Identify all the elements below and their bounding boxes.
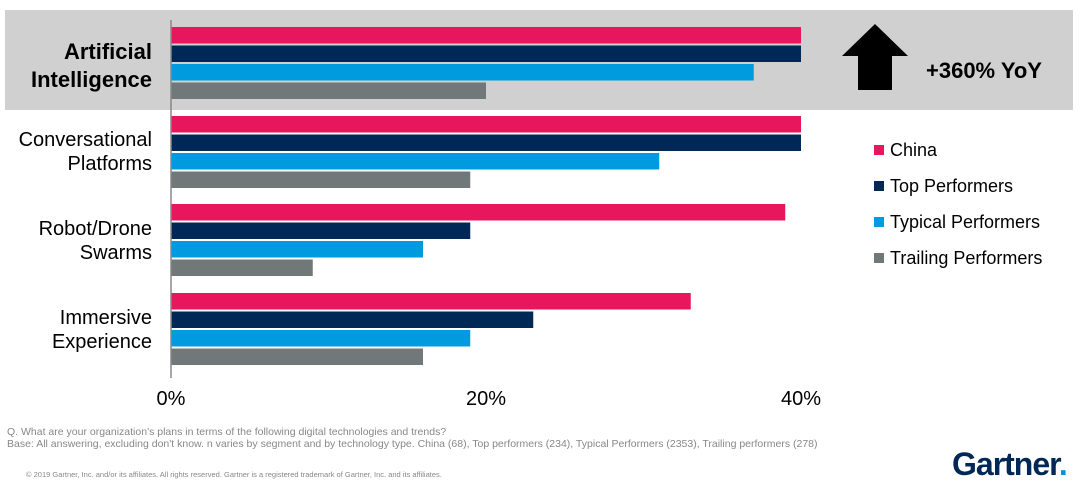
gartner-logo: Gartner. bbox=[952, 446, 1068, 482]
bar-conversational-china bbox=[171, 116, 801, 133]
footnote-question: Q. What are your organization's plans in… bbox=[7, 426, 447, 438]
x-tick-0: 0% bbox=[156, 388, 186, 410]
bar-immersive-typical bbox=[171, 330, 471, 347]
bar-immersive-top bbox=[171, 311, 534, 328]
bar-robot-china bbox=[171, 204, 786, 221]
yoy-annotation: +360% YoY bbox=[840, 24, 1070, 96]
yoy-text: +360% YoY bbox=[926, 58, 1042, 83]
x-tick-20: 20% bbox=[465, 388, 507, 410]
category-label-ai: Artificial Intelligence bbox=[30, 39, 152, 92]
bar-conversational-trailing bbox=[171, 171, 471, 188]
footnotes: Q. What are your organization's plans in… bbox=[7, 426, 917, 450]
legend: China Top Performers Typical Performers … bbox=[874, 132, 1042, 276]
bar-conversational-top bbox=[171, 134, 801, 151]
bar-immersive-china bbox=[171, 293, 691, 310]
bar-ai-china bbox=[171, 27, 801, 44]
x-tick-40: 40% bbox=[780, 388, 822, 410]
legend-swatch-top bbox=[874, 181, 884, 191]
bar-robot-typical bbox=[171, 241, 423, 258]
legend-item-typical: Typical Performers bbox=[874, 204, 1042, 240]
category-label-conversational: Conversational Platforms bbox=[18, 129, 152, 175]
bar-ai-typical bbox=[171, 64, 754, 81]
bar-ai-trailing bbox=[171, 82, 486, 99]
category-label-immersive: Immersive Experience bbox=[51, 307, 152, 353]
legend-label-trailing: Trailing Performers bbox=[890, 247, 1043, 268]
bar-robot-trailing bbox=[171, 259, 313, 276]
legend-item-china: China bbox=[874, 132, 1042, 168]
up-arrow-icon bbox=[842, 24, 908, 90]
legend-label-top: Top Performers bbox=[890, 175, 1014, 196]
legend-swatch-trailing bbox=[874, 253, 884, 263]
legend-label-typical: Typical Performers bbox=[890, 211, 1041, 232]
legend-label-china: China bbox=[890, 139, 938, 160]
bar-robot-top bbox=[171, 222, 471, 239]
bar-conversational-typical bbox=[171, 153, 660, 170]
copyright: © 2019 Gartner, Inc. and/or its affiliat… bbox=[26, 470, 442, 479]
footnote-base: Base: All answering, excluding don't kno… bbox=[7, 438, 818, 450]
legend-item-trailing: Trailing Performers bbox=[874, 240, 1042, 276]
bar-ai-top bbox=[171, 45, 801, 62]
bar-immersive-trailing bbox=[171, 348, 423, 365]
legend-swatch-typical bbox=[874, 217, 884, 227]
category-label-robot: Robot/Drone Swarms bbox=[38, 218, 152, 264]
legend-item-top: Top Performers bbox=[874, 168, 1042, 204]
legend-swatch-china bbox=[874, 145, 884, 155]
